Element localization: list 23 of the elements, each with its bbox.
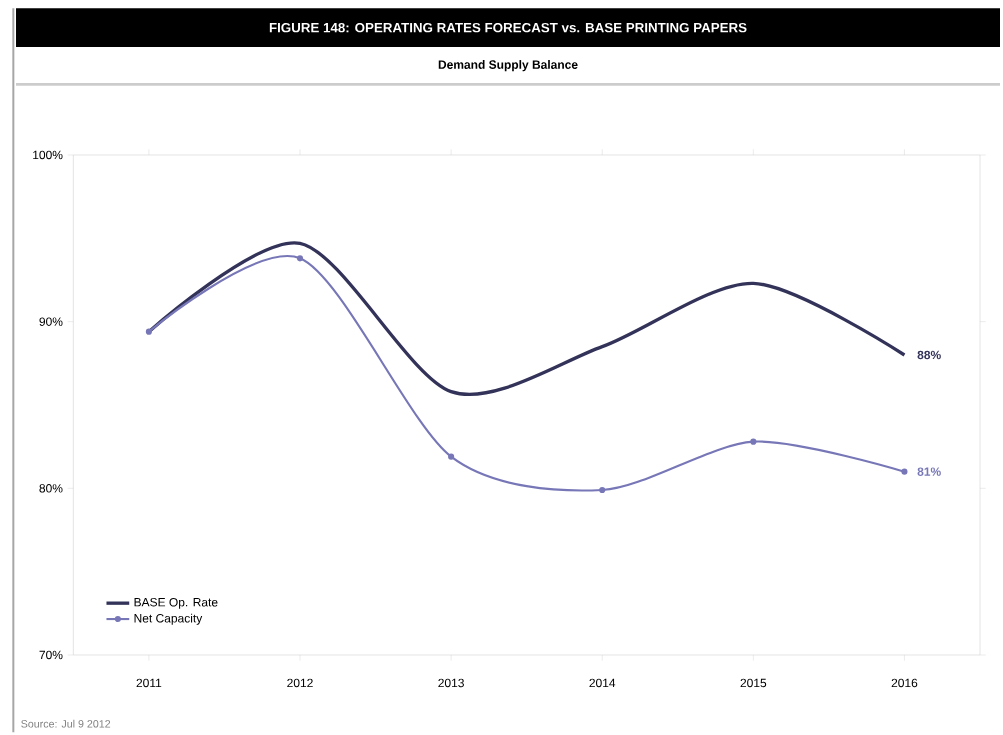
chart-subtitle: Demand Supply Balance [438, 60, 578, 72]
y-tick-label: 100% [33, 150, 63, 160]
y-tick-label: 90% [39, 317, 63, 326]
point [448, 453, 455, 460]
point [296, 255, 304, 262]
x-tick-label: 2012 [287, 678, 313, 688]
legend-label: Net Capacity [134, 613, 203, 625]
data-label: 88% [917, 350, 941, 360]
y-tick-label: 70% [39, 650, 63, 660]
x-tick-label: 2011 [136, 678, 162, 688]
data-label: 81% [917, 467, 941, 476]
x-tick-label: 2016 [891, 678, 918, 688]
x-tick-label: 2014 [589, 678, 616, 688]
point [750, 438, 757, 445]
point [145, 328, 152, 335]
chart-title: FIGURE 148: OPERATING RATES FORECAST vs. BASE PRINTING PAPERS [269, 22, 747, 33]
point [599, 486, 606, 494]
source-note: Source: Jul 9 2012 [21, 719, 111, 728]
point [901, 468, 908, 475]
x-tick-label: 2015 [740, 678, 767, 688]
legend-label: BASE Op. Rate [134, 597, 218, 609]
y-tick-label: 80% [39, 484, 63, 493]
x-tick-label: 2013 [438, 678, 464, 688]
